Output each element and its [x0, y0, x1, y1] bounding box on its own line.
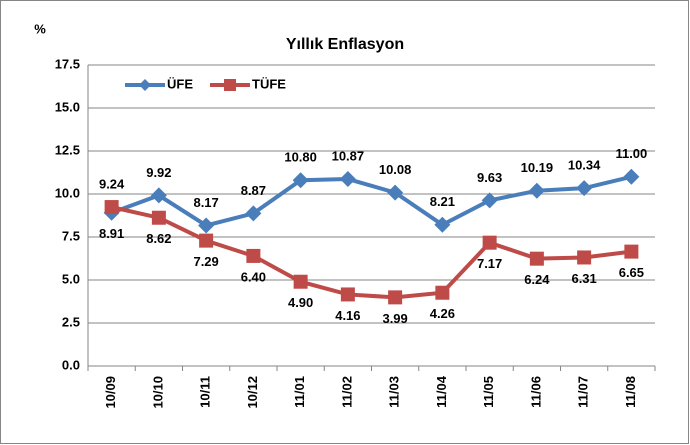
marker	[151, 210, 166, 225]
y-axis-label: %	[34, 21, 46, 36]
marker	[388, 290, 403, 305]
legend-marker	[224, 79, 236, 91]
y-tick-label: 12.5	[55, 142, 80, 157]
data-label: 4.16	[335, 308, 360, 323]
data-label: 8.62	[146, 231, 171, 246]
marker	[577, 250, 592, 265]
data-label: 10.87	[332, 148, 365, 163]
marker	[340, 287, 355, 302]
marker	[434, 216, 451, 233]
x-tick-label: 10/12	[245, 376, 260, 409]
x-tick-label: 11/04	[434, 375, 449, 408]
x-tick-label: 11/07	[576, 376, 591, 408]
data-label: 3.99	[382, 311, 407, 326]
data-label: 8.17	[193, 195, 218, 210]
data-label: 4.90	[288, 295, 313, 310]
data-label: 7.17	[477, 256, 502, 271]
x-tick-label: 11/01	[292, 376, 307, 408]
data-label: 9.92	[146, 165, 171, 180]
series-line	[110, 174, 632, 228]
data-label: 4.26	[430, 306, 455, 321]
y-tick-label: 17.5	[55, 56, 80, 71]
marker	[245, 205, 262, 222]
marker	[624, 244, 639, 259]
x-tick-label: 11/02	[339, 376, 354, 408]
x-tick-label: 11/05	[481, 376, 496, 408]
x-tick-label: 11/03	[387, 376, 402, 408]
marker	[104, 200, 119, 215]
data-label: 10.19	[521, 160, 554, 175]
x-tick-label: 10/10	[150, 376, 165, 409]
marker	[198, 217, 215, 234]
legend-marker	[139, 79, 151, 91]
data-label: 10.34	[568, 158, 601, 173]
marker	[529, 251, 544, 266]
marker	[576, 180, 593, 197]
marker	[199, 233, 214, 248]
marker	[293, 274, 308, 289]
marker	[150, 187, 167, 204]
data-label: 8.87	[241, 183, 266, 198]
marker	[387, 184, 404, 201]
y-tick-label: 15.0	[55, 99, 80, 114]
data-label: 8.91	[99, 226, 124, 241]
marker	[435, 285, 450, 300]
marker	[339, 171, 356, 188]
data-label: 7.29	[193, 254, 218, 269]
data-label: 11.00	[615, 146, 647, 161]
data-label: 6.65	[619, 265, 644, 280]
y-tick-label: 7.5	[62, 228, 80, 243]
x-tick-label: 10/09	[103, 376, 118, 409]
marker	[482, 235, 497, 250]
marker	[623, 168, 640, 185]
marker	[292, 172, 309, 189]
legend-label: ÜFE	[167, 76, 193, 91]
data-label: 9.63	[477, 170, 502, 185]
data-label: 9.24	[99, 177, 125, 192]
marker	[528, 182, 545, 199]
y-tick-label: 0.0	[62, 357, 80, 372]
data-label: 6.31	[571, 271, 596, 286]
x-tick-label: 11/08	[623, 376, 638, 408]
legend-label: TÜFE	[252, 76, 286, 91]
y-tick-label: 5.0	[62, 271, 80, 286]
y-tick-label: 2.5	[62, 314, 80, 329]
x-tick-label: 11/06	[528, 376, 543, 408]
data-label: 6.24	[524, 272, 550, 287]
series-line	[111, 205, 632, 300]
y-tick-label: 10.0	[55, 185, 80, 200]
data-label: 6.40	[241, 269, 266, 284]
data-label: 10.08	[379, 162, 412, 177]
data-label: 8.21	[430, 194, 455, 209]
x-tick-label: 10/11	[198, 376, 213, 408]
marker	[246, 248, 261, 263]
chart-title: Yıllık Enflasyon	[286, 36, 404, 53]
marker	[481, 192, 498, 209]
data-label: 10.80	[284, 150, 317, 165]
